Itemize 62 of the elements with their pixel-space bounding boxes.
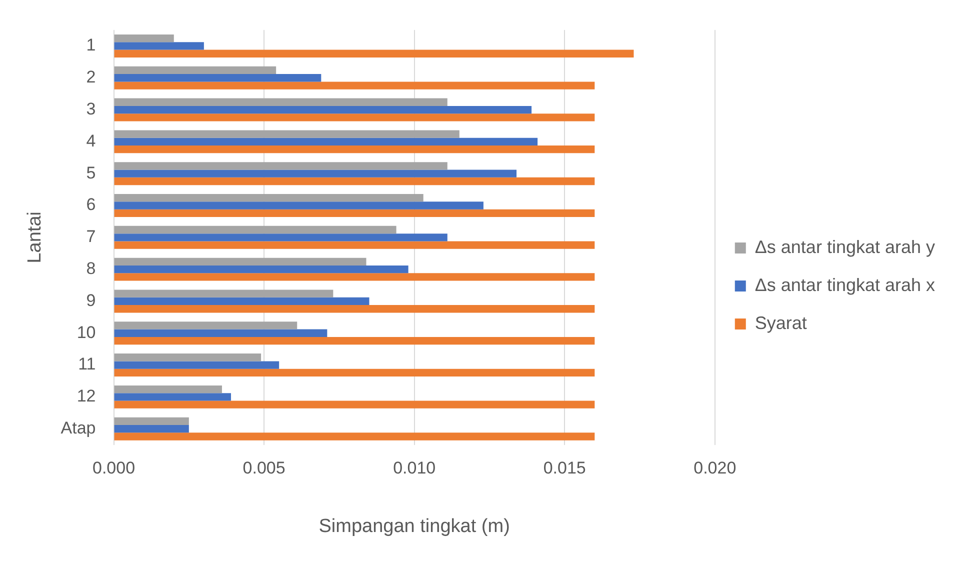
- bar: [114, 106, 532, 114]
- y-tick-label: 8: [86, 258, 96, 278]
- bar: [114, 74, 322, 82]
- bar: [114, 138, 538, 146]
- bar: [114, 329, 328, 337]
- bar: [114, 400, 595, 408]
- bar: [114, 177, 595, 186]
- bar: [114, 66, 276, 74]
- bar: [114, 297, 370, 306]
- y-tick-label: 6: [86, 195, 96, 214]
- y-tick-label: 1: [86, 36, 96, 55]
- legend-label: Δs antar tingkat arah x: [754, 274, 936, 295]
- bar: [114, 258, 366, 266]
- bar: [114, 385, 222, 394]
- bar: [114, 305, 595, 313]
- bar: [114, 226, 396, 234]
- bar: [114, 170, 517, 178]
- bar: [114, 354, 262, 362]
- x-tick-label: 0.015: [543, 458, 586, 478]
- y-tick-label: 3: [86, 99, 96, 118]
- bar: [114, 98, 448, 106]
- bar: [114, 393, 231, 401]
- y-axis-title: Lantai: [24, 212, 46, 264]
- bar: [114, 42, 204, 50]
- bar: [114, 417, 189, 426]
- bar: [114, 265, 408, 274]
- legend-label: Δs antar tingkat arah y: [754, 236, 936, 257]
- y-tick-label: 5: [86, 163, 96, 182]
- bar: [114, 34, 174, 42]
- bar: [114, 194, 424, 202]
- bar: [114, 146, 595, 154]
- bar: [114, 114, 595, 122]
- legend-label: Syarat: [754, 312, 807, 333]
- bar: [114, 82, 595, 90]
- bar: [114, 336, 595, 345]
- bar: [114, 209, 595, 217]
- bar: [114, 234, 448, 242]
- x-axis-title: Simpangan tingkat (m): [318, 516, 510, 537]
- x-tick-label: 0.000: [92, 458, 136, 478]
- bar: [114, 273, 595, 281]
- bar: [114, 322, 298, 330]
- bar: [114, 361, 280, 369]
- y-tick-label: 10: [76, 322, 96, 342]
- bar: [114, 162, 448, 170]
- x-tick-label: 0.005: [242, 458, 286, 478]
- bar: [114, 130, 460, 138]
- y-tick-label: 9: [86, 290, 96, 310]
- x-tick-label: 0.010: [393, 458, 436, 478]
- bar: [114, 202, 484, 210]
- y-tick-label: 4: [86, 131, 96, 150]
- y-tick-label: 12: [76, 386, 96, 406]
- y-tick-label: 7: [86, 227, 96, 246]
- x-tick-label: 0.020: [694, 458, 736, 478]
- y-tick-label: 11: [78, 354, 96, 374]
- bar: [114, 432, 595, 440]
- bar: [114, 425, 189, 433]
- bar: [114, 241, 595, 249]
- bar: [114, 290, 334, 298]
- y-tick-label: 2: [86, 68, 96, 87]
- y-tick-label: Atap: [60, 418, 96, 438]
- bar: [114, 50, 634, 58]
- bar: [114, 368, 595, 377]
